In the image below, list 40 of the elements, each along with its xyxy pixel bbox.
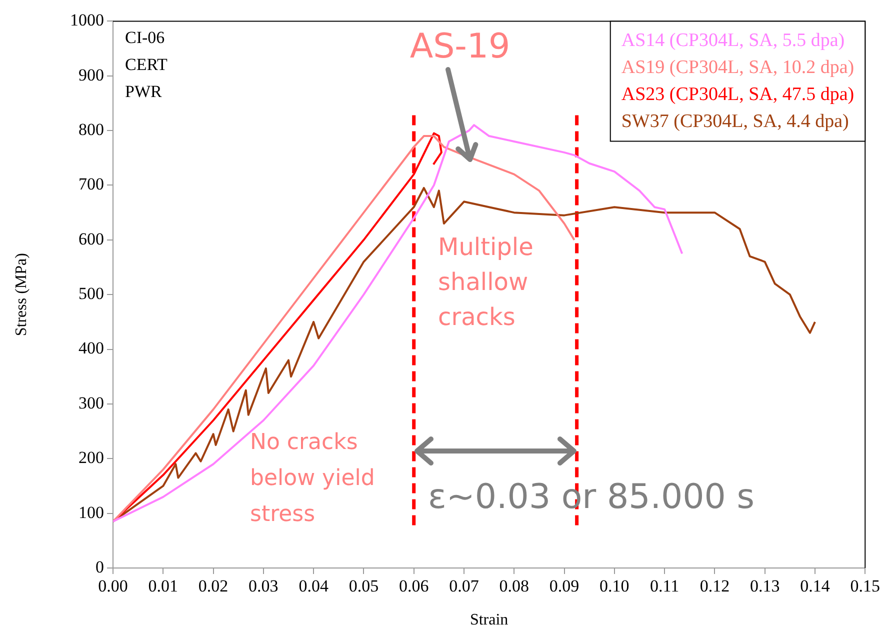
- text: AS14 (CP304L, SA, 5.5 dpa): [621, 30, 845, 52]
- x-tick-label: 0.11: [650, 576, 680, 596]
- y-tick-label: 900: [78, 65, 104, 84]
- x-tick-label: 0.00: [98, 576, 128, 596]
- annotation: CERT: [125, 55, 168, 74]
- text: AS23 (CP304L, SA, 47.5 dpa): [621, 84, 854, 106]
- y-tick-label: 800: [78, 120, 104, 140]
- y-tick-label: 600: [78, 229, 104, 248]
- annotation: CI-06: [125, 28, 165, 48]
- annotation: ε~0.03 or 85.000 s: [428, 477, 754, 518]
- y-tick-label: 300: [78, 393, 104, 412]
- y-tick-label: 1000: [70, 10, 104, 30]
- y-tick-label: 700: [78, 174, 104, 194]
- y-axis-title: Stress (MPa): [12, 253, 30, 336]
- y-tick-label: 200: [78, 448, 104, 468]
- x-tick-label: 0.01: [148, 576, 178, 596]
- x-tick-label: 0.02: [198, 576, 228, 596]
- x-tick-label: 0.09: [549, 576, 580, 596]
- y-tick-label: 0: [96, 557, 104, 576]
- y-tick-label: 500: [78, 284, 104, 304]
- text: AS19 (CP304L, SA, 10.2 dpa): [621, 57, 854, 78]
- x-tick-label: 0.06: [398, 576, 429, 596]
- x-tick-label: 0.13: [750, 576, 780, 596]
- text: SW37 (CP304L, SA, 4.4 dpa): [621, 111, 849, 132]
- annotation: No cracks below yield stress: [250, 430, 375, 528]
- annotation: Multiple shallow cracks: [438, 233, 534, 332]
- x-tick-label: 0.03: [248, 576, 278, 596]
- x-tick-label: 0.12: [700, 576, 730, 596]
- x-tick-label: 0.05: [348, 576, 379, 596]
- x-axis-title: Strain: [470, 612, 508, 629]
- x-tick-label: 0.08: [499, 576, 530, 596]
- x-tick-label: 0.14: [800, 576, 830, 596]
- x-tick-label: 0.10: [600, 576, 630, 596]
- x-tick-label: 0.07: [449, 576, 480, 596]
- annotation: AS-19: [410, 26, 510, 67]
- y-tick-label: 100: [78, 502, 104, 522]
- y-tick-label: 400: [78, 338, 104, 358]
- annotation: PWR: [125, 82, 162, 102]
- x-tick-label: 0.04: [298, 576, 329, 596]
- x-tick-label: 0.15: [850, 576, 880, 596]
